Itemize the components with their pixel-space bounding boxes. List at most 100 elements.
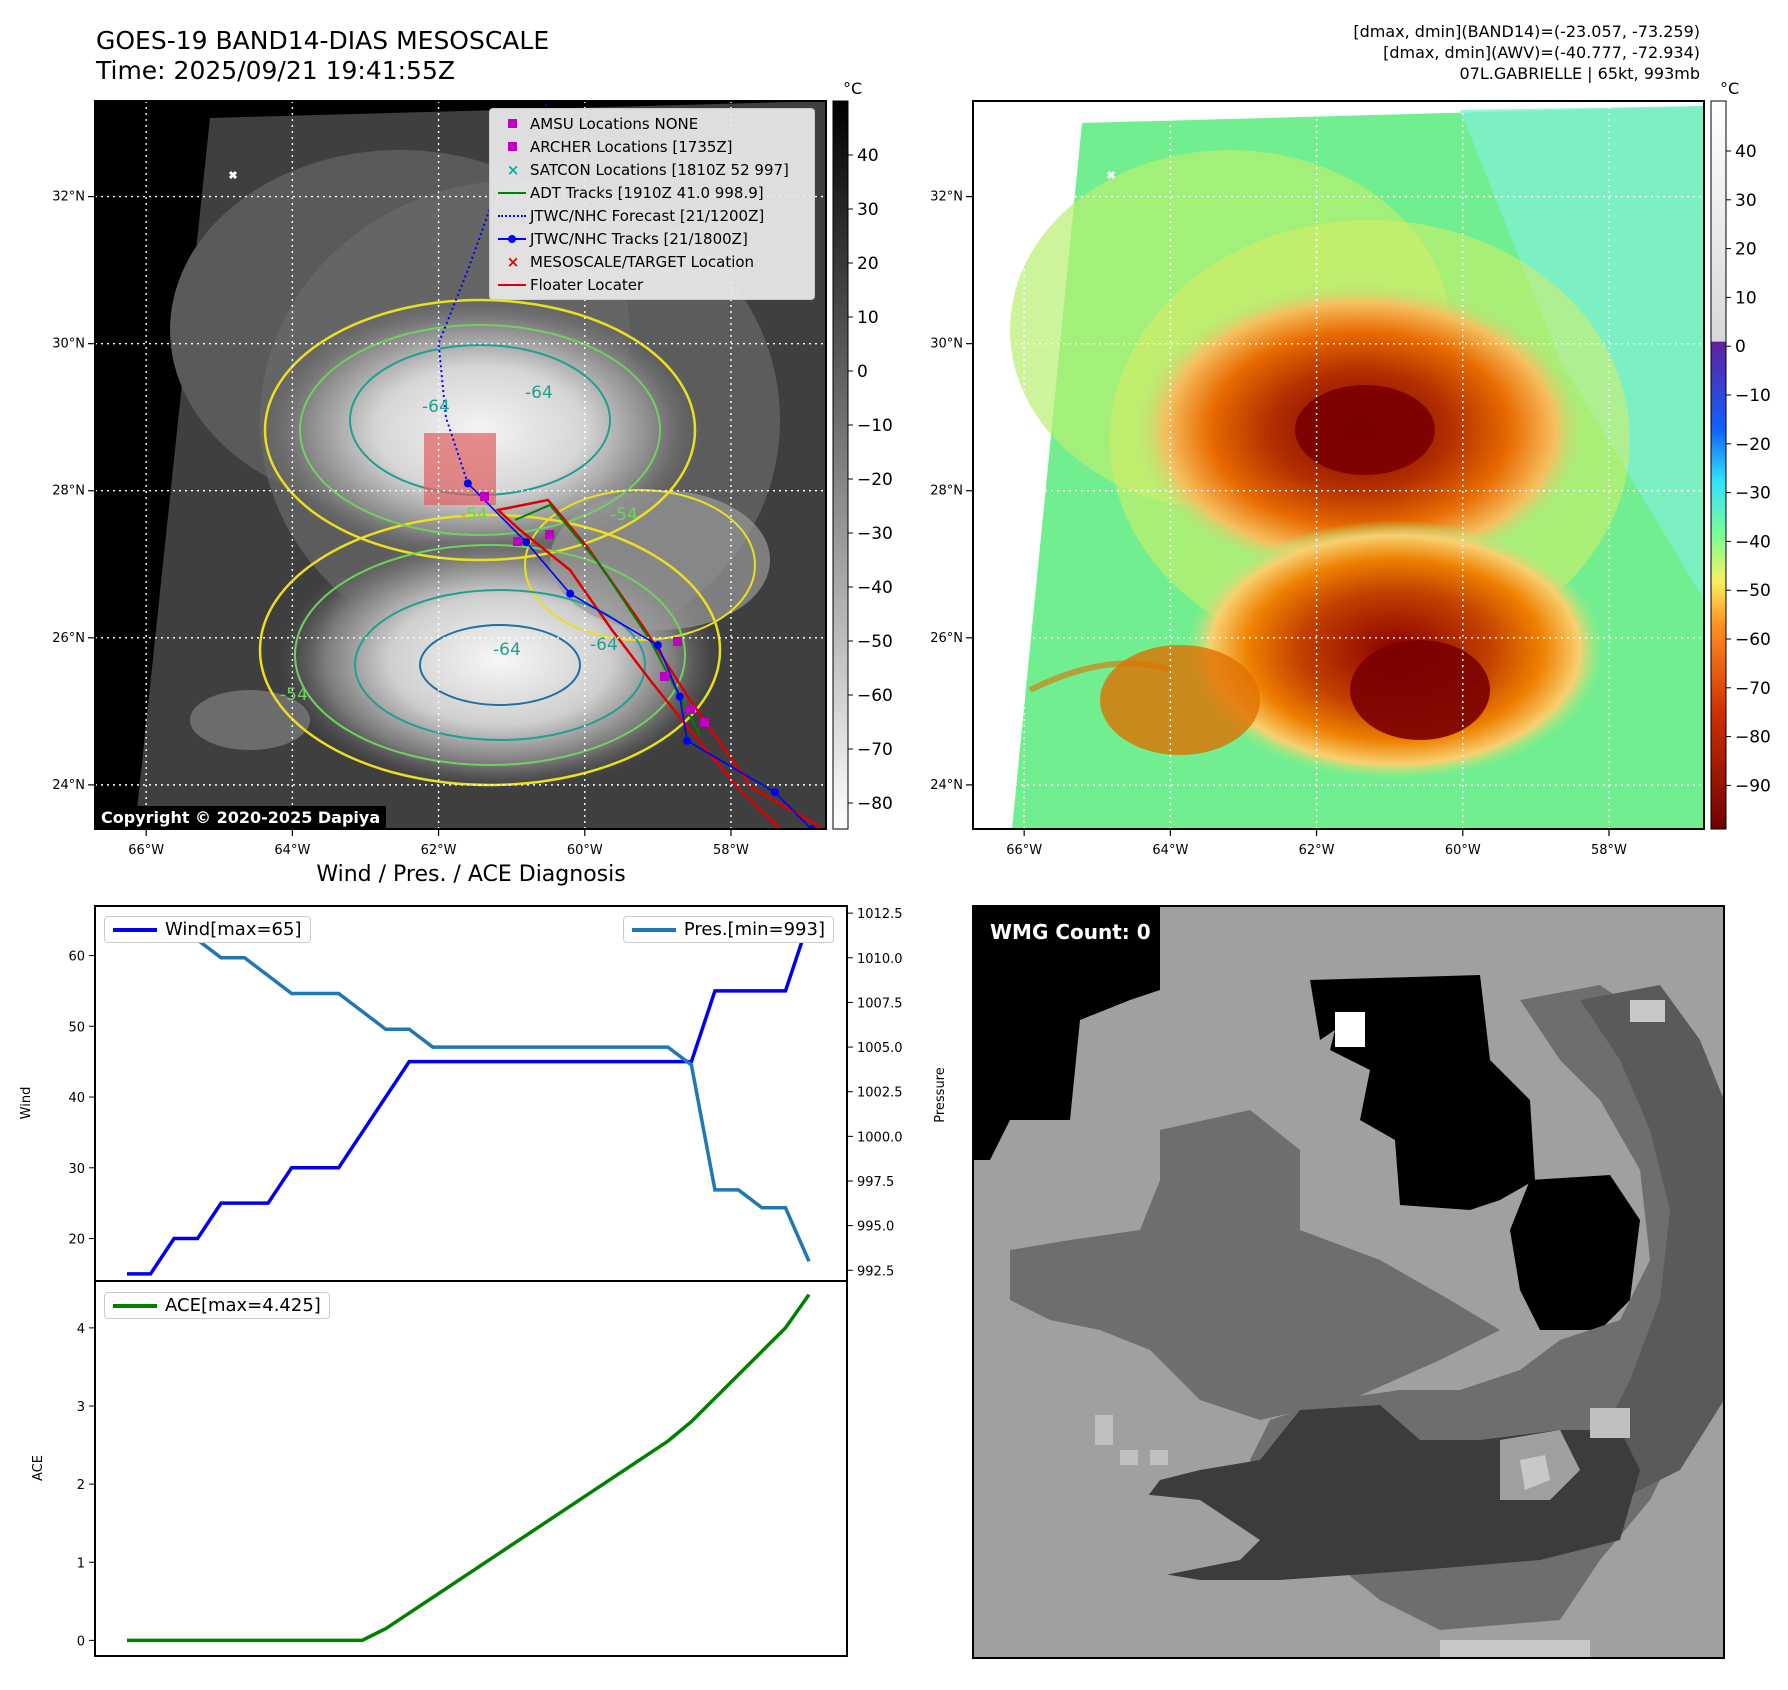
colorbar-tick-label: 40	[857, 146, 879, 166]
ir-map-axis-labels: 66°W 64°W 62°W 60°W 58°W 32°N 30°N 28°N 26°N 24°N	[52, 190, 749, 858]
legend-adt: ADT Tracks [1910Z 41.0 998.9]	[496, 181, 808, 204]
wind-tick-label: 20	[68, 1233, 85, 1248]
wv-map-gridlines	[973, 101, 1704, 829]
jtwc-track-point	[675, 692, 684, 701]
colorbar-tick-label: −40	[857, 578, 893, 598]
wind-series-line	[127, 919, 811, 1276]
wind-legend: Wind[max=65]	[104, 916, 311, 943]
colorbar-tick-label: −10	[1735, 386, 1771, 406]
pressure-tick-label: 1002.5	[857, 1086, 903, 1101]
wind-tick-label: 40	[68, 1091, 85, 1106]
ir-colorbar	[832, 100, 849, 830]
lat-tick-label: 32°N	[930, 190, 963, 205]
legend-label: JTWC/NHC Tracks [21/1800Z]	[530, 229, 748, 248]
colorbar-tick-label: 0	[857, 362, 868, 382]
archer-location-marker	[660, 672, 669, 681]
line-icon	[496, 183, 530, 203]
colorbar-tick-label: 30	[1735, 191, 1757, 211]
colorbar-tick-label: −60	[1735, 630, 1771, 650]
pressure-legend-label: Pres.[min=993]	[683, 919, 825, 940]
ir-contour-labels: -64 -64 -64 -64 -54 -54 -54	[280, 383, 638, 705]
colorbar-tick-label: −50	[1735, 581, 1771, 601]
ace-series-line	[127, 1293, 811, 1643]
colorbar-tick-label: −50	[857, 632, 893, 652]
info-band14-range: [dmax, dmin](BAND14)=(-23.057, -73.259)	[1353, 22, 1700, 41]
legend-label: Floater Locater	[530, 275, 644, 294]
jtwc-track-point	[463, 479, 472, 488]
wind-pressure-chart: 20 30 40 50 60 992.5 995.0 997.5 1000.0 1002.5 100…	[68, 907, 902, 1279]
ir-map-legend: AMSU Locations NONE ARCHER Locations [17…	[489, 108, 815, 300]
jtwc-track-point	[522, 538, 531, 547]
wv-map-axis-labels: 66°W 64°W 62°W 60°W 58°W 32°N 30°N 28°N 26°N 24°N	[930, 190, 1627, 858]
wv-colorbar-unit: °C	[1720, 79, 1739, 98]
square-icon	[496, 137, 530, 157]
pressure-series-line	[127, 920, 811, 1263]
legend-label: AMSU Locations NONE	[530, 114, 699, 133]
wv-map-frame	[972, 100, 1705, 830]
wind-pressure-plot-frame	[94, 905, 848, 1282]
archer-location-marker	[686, 705, 695, 714]
lat-tick-label: 32°N	[52, 190, 85, 205]
ace-ylabel: ACE	[31, 1455, 46, 1481]
lat-tick-label: 24°N	[930, 778, 963, 793]
lon-tick-label: 58°W	[713, 843, 749, 858]
contour-label: -54	[460, 505, 488, 525]
lat-tick-label: 26°N	[52, 631, 85, 646]
lon-tick-label: 64°W	[274, 843, 310, 858]
wv-map-imagery	[973, 101, 1704, 829]
line-icon	[113, 927, 157, 932]
ace-tick-label: 3	[77, 1400, 85, 1415]
legend-label: MESOSCALE/TARGET Location	[530, 252, 755, 271]
diagnosis-title: Wind / Pres. / ACE Diagnosis	[316, 862, 626, 887]
contour-label: -64	[525, 383, 553, 403]
ace-chart: 0 1 2 3 4	[77, 1293, 811, 1649]
contour-label: -54	[610, 505, 638, 525]
legend-tracks: JTWC/NHC Tracks [21/1800Z]	[496, 227, 808, 250]
colorbar-tick-label: −70	[1735, 679, 1771, 699]
archer-location-marker	[480, 492, 489, 501]
copyright-badge: Copyright © 2020-2025 Dapiya	[95, 806, 387, 829]
legend-mesoscale: × MESOSCALE/TARGET Location	[496, 250, 808, 273]
jtwc-track-line	[467, 482, 812, 829]
archer-location-marker	[673, 637, 682, 646]
contour-label: -54	[280, 685, 308, 705]
colorbar-tick-label: 0	[1735, 337, 1746, 357]
pressure-legend: Pres.[min=993]	[622, 916, 834, 943]
lat-tick-label: 30°N	[52, 337, 85, 352]
x-icon: ×	[506, 160, 520, 179]
colorbar-tick-label: 10	[1735, 288, 1757, 308]
lat-tick-label: 30°N	[930, 337, 963, 352]
legend-archer: ARCHER Locations [1735Z]	[496, 135, 808, 158]
pressure-tick-label: 995.0	[857, 1220, 894, 1235]
wmg-imagery	[973, 906, 1724, 1658]
wind-tick-label: 60	[68, 950, 85, 965]
island-marker	[228, 170, 238, 180]
x-icon: ×	[506, 252, 520, 271]
ir-map-frame	[94, 100, 827, 830]
ir-map-markers	[228, 170, 709, 727]
colorbar-tick-label: −70	[857, 740, 893, 760]
colorbar-tick-label: −30	[1735, 484, 1771, 504]
pressure-ylabel: Pressure	[933, 1067, 948, 1123]
ir-map-imagery	[95, 101, 826, 829]
legend-label: ARCHER Locations [1735Z]	[530, 137, 733, 156]
colorbar-tick-label: −40	[1735, 532, 1771, 552]
jtwc-track-point	[683, 736, 692, 745]
legend-forecast: JTWC/NHC Forecast [21/1200Z]	[496, 204, 808, 227]
line-icon	[496, 275, 530, 295]
contour-label: -64	[493, 640, 521, 660]
lat-tick-label: 28°N	[52, 484, 85, 499]
colorbar-tick-label: 10	[857, 308, 879, 328]
info-storm: 07L.GABRIELLE | 65kt, 993mb	[1459, 64, 1700, 83]
colorbar-tick-label: −20	[1735, 435, 1771, 455]
wv-colorbar	[1710, 100, 1727, 830]
wind-legend-label: Wind[max=65]	[165, 919, 302, 940]
pressure-tick-label: 1012.5	[857, 907, 903, 922]
wind-tick-label: 30	[68, 1162, 85, 1177]
wind-tick-label: 50	[68, 1020, 85, 1035]
colorbar-tick-label: −60	[857, 686, 893, 706]
wmg-frame	[972, 905, 1725, 1659]
legend-label: ADT Tracks [1910Z 41.0 998.9]	[530, 183, 764, 202]
timestamp: Time: 2025/09/21 19:41:55Z	[96, 56, 455, 85]
